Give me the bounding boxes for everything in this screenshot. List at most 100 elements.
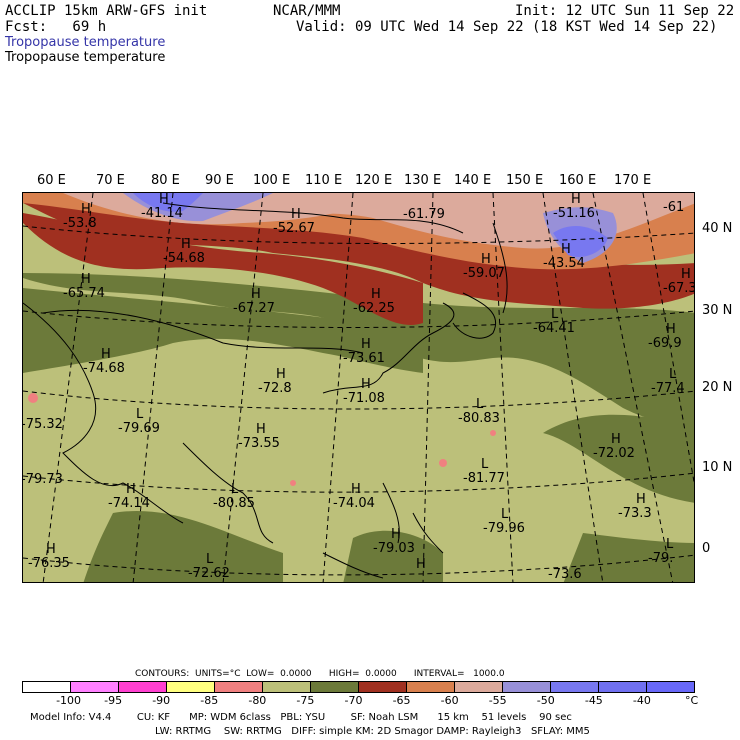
field-title-contour: Tropopause temperature — [5, 50, 166, 65]
model-info-line2: LW: RRTMG SW: RRTMG DIFF: simple KM: 2D … — [155, 726, 590, 737]
init-time: Init: 12 UTC Sun 11 Sep 22 — [515, 3, 735, 19]
high-marker: H -54.68 — [163, 238, 205, 266]
lat-label: 10 N — [702, 460, 733, 475]
high-marker: H -65.74 — [63, 273, 105, 301]
low-marker: L -79. — [648, 538, 673, 566]
organization: NCAR/MMM — [273, 3, 341, 19]
extremum-mark: L — [501, 507, 509, 522]
high-marker: H -51.16 — [553, 193, 595, 221]
extremum-value: -41.14 — [141, 206, 183, 221]
extremum-mark: L — [206, 552, 214, 567]
high-marker: H -41.14 — [141, 193, 183, 221]
colorbar-swatch — [263, 682, 311, 692]
high-marker: H — [398, 558, 426, 572]
colorbar-tick: -100 — [56, 694, 82, 707]
extremum-value: -80.83 — [458, 411, 500, 426]
extremum-value: -79.96 — [483, 521, 525, 536]
high-marker: H -59.07 — [463, 253, 505, 281]
extremum-value: -67.27 — [233, 301, 275, 316]
extremum-mark: H — [361, 337, 371, 352]
extremum-value: -61.79 — [403, 208, 445, 222]
extremum-mark: H — [351, 482, 361, 497]
extremum-value: -71.08 — [343, 391, 385, 406]
lon-label: 90 E — [205, 173, 234, 188]
extremum-mark: H — [81, 272, 91, 287]
low-marker: L -81.77 — [463, 458, 505, 486]
extremum-mark: H — [666, 322, 676, 337]
high-marker: H -62.25 — [353, 288, 395, 316]
extremum-value: -79. — [648, 551, 674, 566]
extremum-value: -73.3 — [618, 506, 652, 521]
extremum-mark: L — [231, 482, 239, 497]
low-marker: L -77.4 — [651, 368, 685, 396]
extremum-mark: L — [481, 457, 489, 472]
colorbar-swatch — [311, 682, 359, 692]
extremum-mark: L — [551, 307, 559, 322]
high-marker: H -72.8 — [258, 368, 292, 396]
extremum-mark: L — [136, 407, 144, 422]
colorbar-tick: -90 — [152, 694, 171, 707]
colorbar-tick: -50 — [536, 694, 555, 707]
high-marker: H -43.54 — [543, 243, 585, 271]
extremum-mark: L — [476, 397, 484, 412]
extremum-mark: H — [46, 542, 56, 557]
high-marker: H -76.35 — [28, 543, 70, 571]
high-marker: H -73.55 — [238, 423, 280, 451]
high-marker: H -69.9 — [648, 323, 682, 351]
extremum-value: -73.6 — [548, 568, 582, 582]
extremum-value: -59.07 — [463, 266, 505, 281]
colorbar-tick: °C — [685, 694, 699, 707]
extremum-value: -76.35 — [28, 556, 70, 571]
colorbar-tick: -85 — [200, 694, 219, 707]
extremum-mark: H — [391, 527, 401, 542]
extremum-mark: H — [251, 287, 261, 302]
extremum-mark: H — [159, 192, 169, 207]
extremum-value: -77.4 — [651, 381, 685, 396]
lat-label: 0 — [702, 541, 711, 556]
colorbar-swatch — [359, 682, 407, 692]
extremum-value: -53.8 — [63, 216, 97, 231]
extremum-value: -81.77 — [463, 471, 505, 486]
low-marker: L -79.96 — [483, 508, 525, 536]
extremum-value: -79.03 — [373, 541, 415, 556]
colorbar-swatch — [551, 682, 599, 692]
extremum-value: -65.74 — [63, 286, 105, 301]
colorbar-swatch — [455, 682, 503, 692]
extremum-value: -79.69 — [118, 421, 160, 436]
extremum-value: -73.6 — [548, 567, 582, 582]
high-marker: H -74.04 — [333, 483, 375, 511]
map-panel[interactable]: H -53.8 H -41.14 H -54.68 H -52.67 -61.79 H -51.16… — [22, 192, 695, 583]
extremum-value: -54.68 — [163, 251, 205, 266]
extremum-value: -69.9 — [648, 336, 682, 351]
colorbar-swatch — [119, 682, 167, 692]
extremum-value: -64.41 — [533, 321, 575, 336]
extremum-value: -51.16 — [553, 206, 595, 221]
lat-label: 40 N — [702, 221, 733, 236]
extremum-value: -79.73 — [22, 472, 63, 487]
high-marker: H -74.14 — [108, 483, 150, 511]
extremum-mark: L — [669, 367, 677, 382]
extremum-mark: H — [371, 287, 381, 302]
colorbar-tick: -70 — [344, 694, 363, 707]
coastlines — [23, 202, 508, 579]
extremum-value: -62.25 — [353, 301, 395, 316]
colorbar-swatch — [599, 682, 647, 692]
lon-label: 170 E — [614, 173, 652, 188]
extremum-value: -74.14 — [108, 496, 150, 511]
lon-label: 70 E — [96, 173, 125, 188]
extremum-value: -73.61 — [343, 351, 385, 366]
extremum-value: -61 — [663, 200, 685, 215]
extremum-value: -67.3 — [663, 281, 695, 296]
graticule — [23, 193, 694, 582]
low-marker: L -80.85 — [213, 483, 255, 511]
extremum-value: -79.73 — [22, 472, 63, 487]
extremum-value: -75.32 — [23, 418, 63, 432]
lat-label: 20 N — [702, 380, 733, 395]
lon-label: 160 E — [559, 173, 597, 188]
extremum-mark: H — [361, 377, 371, 392]
extremum-mark: H — [126, 482, 136, 497]
model-title: ACCLIP 15km ARW-GFS init — [5, 3, 208, 19]
low-marker: L -79.69 — [118, 408, 160, 436]
lon-label: 100 E — [253, 173, 291, 188]
extremum-value: -52.67 — [273, 221, 315, 236]
